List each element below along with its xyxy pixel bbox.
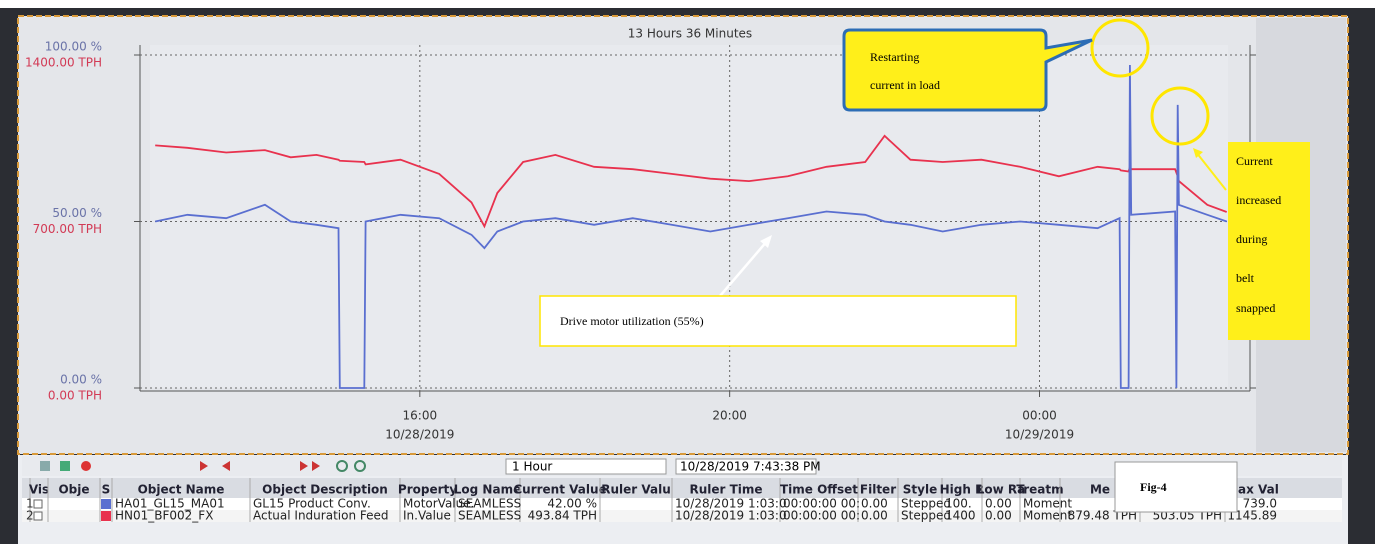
column-header: Filter — [860, 483, 896, 497]
column-header: Ruler Valu — [601, 483, 671, 497]
time-text: 10/28/2019 7:43:38 PM — [680, 460, 821, 474]
figure-box — [1115, 462, 1237, 512]
callout-text: current in load — [870, 78, 940, 92]
table-cell: Actual Induration Feed — [253, 509, 389, 523]
y-tick-label: 0.00 % — [60, 373, 102, 387]
column-header: Property — [398, 483, 457, 497]
column-header: Log Name — [454, 483, 521, 497]
column-header: Object Description — [262, 483, 388, 497]
table-cell: 0.00 — [861, 509, 888, 523]
x-tick-label: 10/29/2019 — [1005, 428, 1074, 442]
column-header: Ruler Time — [689, 483, 762, 497]
column-header: S — [102, 483, 111, 497]
column-header: Me — [1090, 483, 1110, 497]
table-cell: 00:00:00 00: — [783, 509, 860, 523]
table-cell: 1400 — [945, 509, 976, 523]
table-cell: 0.00 — [985, 509, 1012, 523]
column-header: Object Name — [138, 483, 225, 497]
note-text: Drive motor utilization (55%) — [560, 314, 704, 328]
row-index: 2 — [26, 509, 34, 523]
y-tick-label: 100.00 % — [45, 40, 102, 54]
callout-text: Restarting — [870, 50, 919, 64]
y2-tick-label: 0.00 TPH — [48, 389, 102, 403]
table-cell: HN01_BF002_FX — [115, 509, 213, 523]
screen: 13 Hours 36 Minutes 0.00 % 50.00 % 100.00 … — [0, 0, 1375, 544]
column-header: Treatm — [1016, 483, 1063, 497]
x-tick-label: 16:00 — [403, 409, 438, 423]
note-text: belt — [1236, 271, 1255, 285]
table-cell: Stepped — [901, 509, 951, 523]
color-swatch — [101, 511, 111, 521]
column-header: Time Offset — [780, 483, 858, 497]
chart-title: 13 Hours 36 Minutes — [628, 27, 752, 41]
column-header: Current Value — [513, 483, 606, 497]
column-header: Obje — [58, 483, 89, 497]
note-text: increased — [1236, 193, 1281, 207]
color-swatch — [101, 499, 111, 509]
y-tick-label: 50.00 % — [52, 206, 102, 220]
plot: 0.00 % 50.00 % 100.00 % 0.00 TPH 700.00 TPH 1… — [25, 40, 1256, 442]
range-text: 1 Hour — [512, 460, 552, 474]
x-tick-label: 20:00 — [712, 409, 747, 423]
icon[interactable] — [60, 461, 70, 471]
table-cell: 10/28/2019 1:03:0 — [675, 509, 787, 523]
note-text: Current — [1236, 154, 1273, 168]
x-tick-label: 10/28/2019 — [385, 428, 454, 442]
y2-tick-label: 700.00 TPH — [33, 222, 102, 236]
y2-tick-label: 1400.00 TPH — [25, 56, 102, 70]
x-tick-label: 00:00 — [1022, 409, 1057, 423]
icon[interactable] — [40, 461, 50, 471]
column-header: Style — [903, 483, 937, 497]
checkbox[interactable] — [34, 500, 42, 508]
table-cell: SEAMLESS — [458, 509, 521, 523]
column-header: Vis — [29, 483, 49, 497]
checkbox[interactable] — [34, 512, 42, 520]
figure-label: Fig-4 — [1140, 480, 1167, 494]
table-cell: In.Value — [403, 509, 451, 523]
icon[interactable] — [81, 461, 91, 471]
table-cell: 493.84 TPH — [528, 509, 597, 523]
page: 13 Hours 36 Minutes 0.00 % 50.00 % 100.00 … — [0, 0, 1375, 544]
note-text: snapped — [1236, 301, 1275, 315]
note-text: during — [1236, 232, 1267, 246]
table-cell: Moment — [1023, 509, 1072, 523]
